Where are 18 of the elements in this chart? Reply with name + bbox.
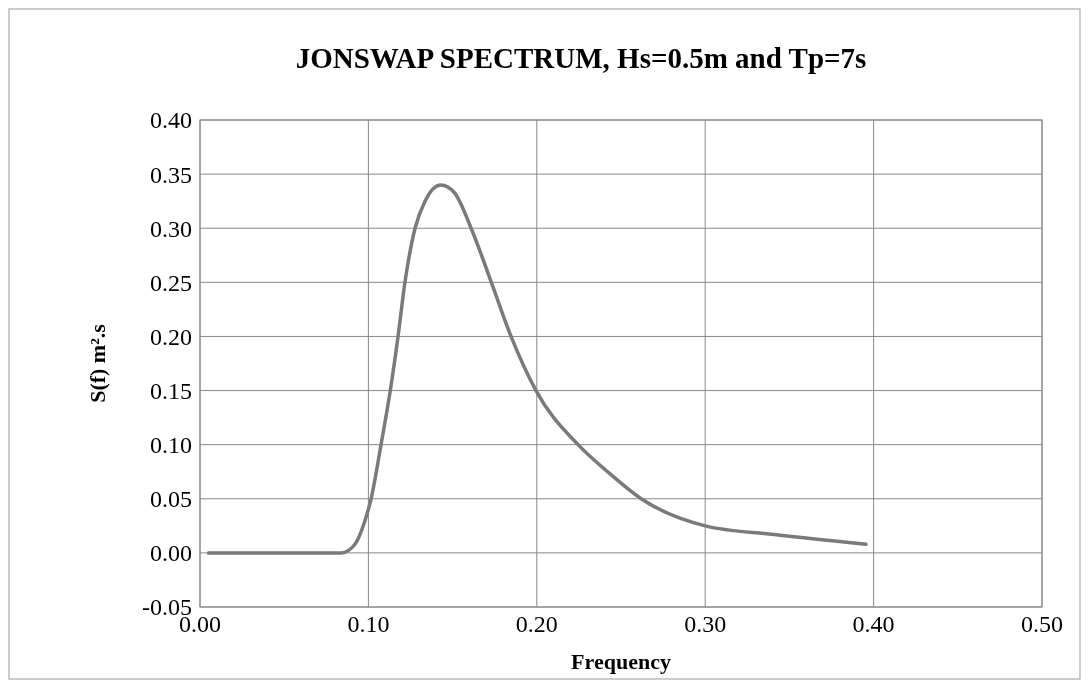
y-tick-label: 0.35 xyxy=(150,161,192,188)
y-axis-title: S(f) m².s xyxy=(85,323,110,403)
y-tick-label: 0.10 xyxy=(150,432,192,459)
x-tick-label: 0.50 xyxy=(1021,611,1063,638)
x-axis-title: Frequency xyxy=(571,649,671,674)
y-tick-label: 0.15 xyxy=(150,377,192,404)
y-tick-label: 0.20 xyxy=(150,323,192,350)
x-tick-label: 0.40 xyxy=(852,611,895,638)
y-tick-label: 0.00 xyxy=(150,540,192,567)
y-tick-label: 0.30 xyxy=(150,215,192,242)
x-tick-label: 0.10 xyxy=(347,611,390,638)
line-series xyxy=(206,183,868,555)
y-tick-label: 0.25 xyxy=(150,269,192,296)
x-tick-label: 0.20 xyxy=(515,611,558,638)
y-tick-label: 0.05 xyxy=(150,486,192,513)
y-tick-label: 0.40 xyxy=(150,107,192,134)
x-tick-label: 0.30 xyxy=(684,611,727,638)
chart-title: JONSWAP SPECTRUM, Hs=0.5m and Tp=7s xyxy=(295,42,867,74)
